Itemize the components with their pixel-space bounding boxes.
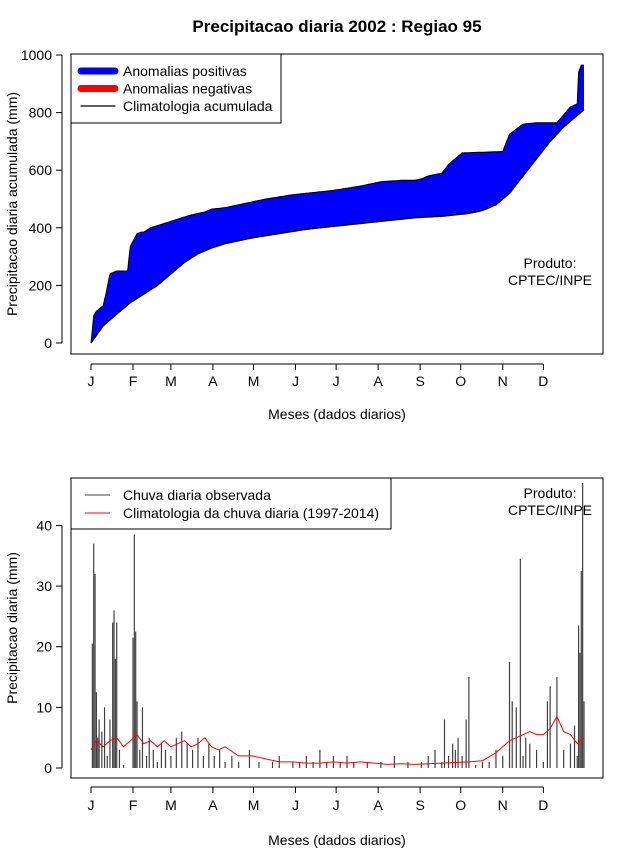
x-tick-label: S xyxy=(415,373,424,389)
y-tick-label: 0 xyxy=(44,335,52,351)
y-tick-label: 1000 xyxy=(21,47,52,63)
x-tick-label: A xyxy=(208,797,218,813)
x-tick-label: D xyxy=(538,373,548,389)
x-axis-label: Meses (dados diarios) xyxy=(268,406,406,422)
x-tick-label: O xyxy=(455,373,466,389)
x-tick-label: F xyxy=(129,373,138,389)
y-tick-label: 0 xyxy=(44,760,52,776)
legend-label: Chuva diaria observada xyxy=(123,487,271,503)
climatology-cumulative-line xyxy=(90,109,585,344)
x-tick-label: A xyxy=(373,373,383,389)
climatology-daily-line xyxy=(90,715,585,765)
y-tick-label: 40 xyxy=(36,517,52,533)
y-tick-label: 20 xyxy=(36,639,52,655)
credit-line-1: Produto: xyxy=(524,255,577,271)
x-tick-label: D xyxy=(538,797,548,813)
legend: Chuva diaria observada Climatologia da ch… xyxy=(70,477,392,530)
positive-anomaly-area xyxy=(91,65,584,343)
x-tick-label: M xyxy=(165,373,177,389)
x-tick-label: A xyxy=(208,373,218,389)
legend-label: Anomalias negativas xyxy=(123,81,252,97)
x-tick-label: M xyxy=(248,373,260,389)
x-tick-label: A xyxy=(373,797,383,813)
x-tick-label: J xyxy=(333,797,340,813)
y-tick-label: 10 xyxy=(36,699,52,715)
legend-label: Climatologia acumulada xyxy=(123,98,273,114)
legend: Anomalias positivas Anomalias negativasCl… xyxy=(70,53,282,124)
y-tick-label: 400 xyxy=(29,220,53,236)
x-tick-label: N xyxy=(498,373,508,389)
x-tick-label: N xyxy=(498,797,508,813)
observed-cumulative-line xyxy=(90,64,584,344)
x-axis-label: Meses (dados diarios) xyxy=(268,832,406,848)
y-axis-label: Precipitacao diaria acumulada (mm) xyxy=(4,92,20,316)
y-tick-label: 800 xyxy=(29,105,53,121)
plot-frame xyxy=(70,53,604,355)
observed-bars xyxy=(91,483,585,768)
y-tick-label: 600 xyxy=(29,162,53,178)
x-tick-label: J xyxy=(292,797,299,813)
y-axis-label: Precipitacao diaria (mm) xyxy=(4,552,20,704)
legend-label: Anomalias positivas xyxy=(123,63,247,79)
x-tick-label: J xyxy=(292,373,299,389)
x-tick-label: M xyxy=(248,797,260,813)
x-tick-label: J xyxy=(88,797,95,813)
x-tick-label: J xyxy=(88,373,95,389)
legend-label: Climatologia da chuva diaria (1997-2014) xyxy=(123,505,379,521)
credit-line-2: CPTEC/INPE xyxy=(508,272,592,288)
legend-box xyxy=(70,477,392,530)
credit-line-1: Produto: xyxy=(524,485,577,501)
y-tick-label: 30 xyxy=(36,578,52,594)
x-tick-label: S xyxy=(415,797,424,813)
x-tick-label: F xyxy=(129,797,138,813)
x-tick-label: O xyxy=(455,797,466,813)
x-tick-label: J xyxy=(333,373,340,389)
credit-line-2: CPTEC/INPE xyxy=(508,502,592,518)
daily-panel: 0 10 20 30 40 J F M A M J J A S O N D Meses (dados diario… xyxy=(4,477,604,848)
x-tick-label: M xyxy=(165,797,177,813)
cumulative-panel: 0 200 400 600 800 1000 J F M A M J J A S O N D Meses (dado… xyxy=(4,47,604,422)
y-tick-label: 200 xyxy=(29,277,53,293)
chart-title: Precipitacao diaria 2002 : Regiao 95 xyxy=(192,17,481,36)
